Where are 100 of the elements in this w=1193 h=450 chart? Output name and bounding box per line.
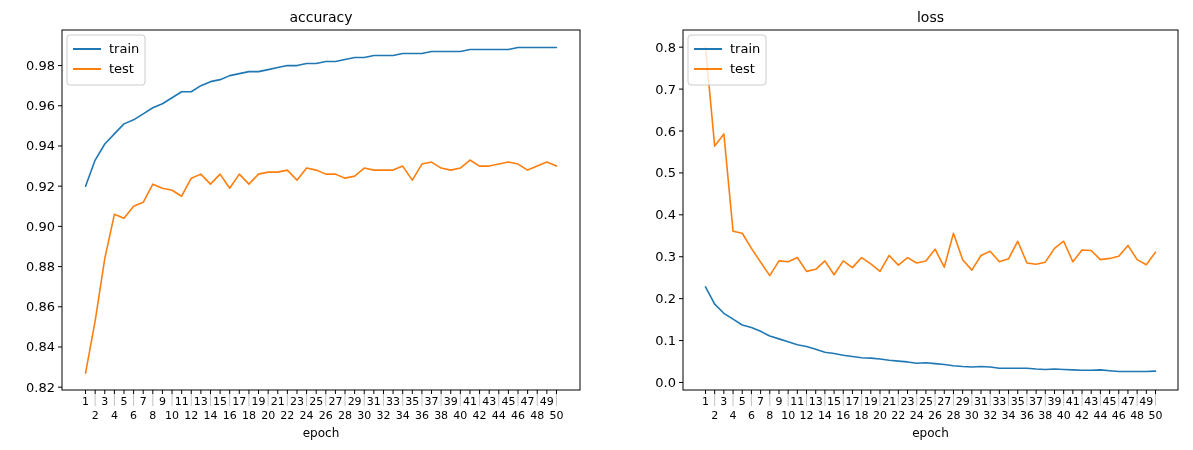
x-tick-label: 22 [280,409,295,422]
x-tick-label: 27 [937,395,952,408]
x-tick-label: 40 [1056,409,1071,422]
x-tick-label: 2 [711,409,719,422]
x-tick-label: 46 [511,409,526,422]
x-tick-label: 28 [946,409,961,422]
line-series [84,159,558,374]
x-tick-label: 25 [918,395,933,408]
x-tick-label: 16 [222,409,237,422]
x-tick-label: 17 [845,395,860,408]
x-tick-label: 18 [241,409,256,422]
y-tick-label: 0.88 [26,259,55,275]
x-tick-label: 39 [443,395,458,408]
x-tick-label: 42 [472,409,487,422]
x-tick-label: 8 [766,409,774,422]
x-tick-label: 21 [270,395,285,408]
x-tick-label: 23 [289,395,304,408]
x-tick-label: 30 [357,409,372,422]
line-series [704,286,1157,373]
x-tick-label: 38 [1038,409,1053,422]
x-tick-label: 9 [158,395,166,408]
x-tick-label: 12 [184,409,199,422]
x-tick-label: 42 [1075,409,1090,422]
x-tick-label: 24 [299,409,314,422]
x-tick-label: 26 [928,409,943,422]
x-tick-label: 25 [309,395,324,408]
x-tick-label: 2 [91,409,99,422]
x-tick-label: 16 [836,409,851,422]
x-tick-label: 21 [882,395,897,408]
x-tick-label: 20 [872,409,887,422]
x-tick-label: 22 [891,409,906,422]
x-tick-label: 36 [1019,409,1034,422]
x-tick-label: 32 [983,409,998,422]
x-tick-label: 4 [110,409,118,422]
y-tick-label: 0.90 [26,218,55,234]
x-tick-label: 33 [386,395,401,408]
x-tick-label: 15 [827,395,842,408]
y-tick-label: 0.5 [655,165,676,181]
x-tick-label: 30 [964,409,979,422]
x-tick-label: 45 [501,395,516,408]
x-tick-label: 44 [491,409,506,422]
x-tick-label: 48 [1130,409,1145,422]
x-tick-label: 50 [549,409,564,422]
legend-label: test [730,61,755,76]
x-tick-label: 18 [854,409,869,422]
y-tick-label: 0.3 [655,249,676,265]
x-tick-label: 38 [434,409,449,422]
y-tick-label: 0.6 [655,123,676,139]
x-tick-label: 3 [720,395,728,408]
x-tick-label: 34 [395,409,410,422]
x-tick-label: 7 [139,395,147,408]
x-tick-label: 23 [900,395,915,408]
x-tick-label: 12 [799,409,814,422]
legend-label: train [109,41,140,56]
y-tick-label: 0.94 [26,138,55,154]
x-tick-label: 49 [539,395,554,408]
x-tick-label: 31 [366,395,381,408]
x-tick-label: 37 [1029,395,1044,408]
x-tick-label: 44 [1093,409,1108,422]
x-tick-label: 31 [974,395,989,408]
x-tick-label: 1 [82,395,90,408]
x-tick-label: 13 [808,395,823,408]
x-tick-label: 40 [453,409,468,422]
x-tick-label: 28 [338,409,353,422]
x-tick-label: 15 [213,395,228,408]
x-tick-label: 11 [174,395,189,408]
x-tick-label: 19 [863,395,878,408]
x-tick-label: 5 [120,395,128,408]
x-tick-label: 8 [149,409,157,422]
y-tick-label: 0.92 [26,178,55,194]
y-tick-label: 0.4 [655,207,676,223]
x-tick-label: 3 [101,395,109,408]
y-tick-label: 0.1 [655,333,676,349]
x-tick-label: 4 [729,409,737,422]
x-tick-label: 14 [203,409,218,422]
x-tick-label: 49 [1139,395,1154,408]
x-tick-label: 29 [955,395,970,408]
x-axis-title: epoch [302,426,340,440]
x-tick-label: 9 [775,395,783,408]
chart-title: loss [916,9,945,25]
x-tick-label: 24 [909,409,924,422]
x-tick-label: 1 [702,395,709,408]
x-tick-label: 34 [1001,409,1016,422]
x-tick-label: 11 [790,395,805,408]
x-tick-label: 41 [462,395,477,408]
x-tick-label: 6 [130,409,138,422]
x-tick-label: 47 [520,395,535,408]
x-tick-label: 45 [1102,395,1117,408]
y-tick-label: 0.84 [26,339,55,355]
x-tick-label: 37 [424,395,439,408]
x-tick-label: 50 [1148,409,1163,422]
x-tick-label: 43 [1084,395,1099,408]
y-tick-label: 0.98 [26,58,55,74]
x-tick-label: 27 [328,395,343,408]
x-tick-label: 35 [405,395,420,408]
x-tick-label: 46 [1111,409,1126,422]
x-tick-label: 6 [747,409,755,422]
x-tick-label: 26 [318,409,333,422]
x-tick-label: 19 [251,395,266,408]
chart-title: accuracy [289,9,353,25]
